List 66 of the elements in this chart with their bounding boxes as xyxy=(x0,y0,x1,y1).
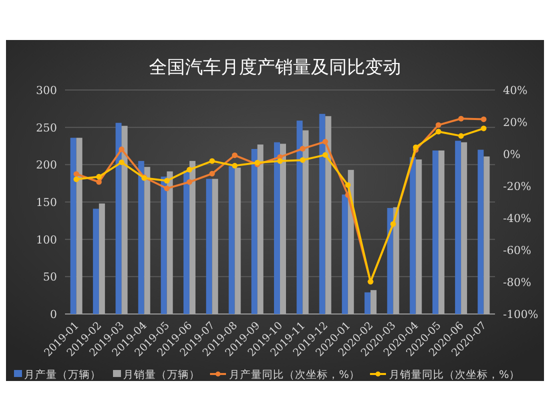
bar xyxy=(228,166,235,314)
point xyxy=(96,174,102,180)
y2-tick-label: -40% xyxy=(503,212,532,225)
bar xyxy=(206,178,212,314)
y2-tick-label: 0% xyxy=(503,148,520,161)
bar xyxy=(296,120,303,314)
bar xyxy=(138,160,144,314)
point xyxy=(412,144,419,150)
legend-label: 月销量同比（次坐标，%） xyxy=(388,368,520,381)
point xyxy=(186,166,192,172)
bar xyxy=(160,176,167,314)
y-tick-label: 250 xyxy=(36,121,57,134)
point xyxy=(232,162,238,168)
y-tick-label: 150 xyxy=(36,196,57,209)
bar xyxy=(319,114,326,314)
bar xyxy=(342,194,348,314)
bar xyxy=(274,142,280,314)
point xyxy=(74,171,80,177)
y-tick-label: 50 xyxy=(43,270,57,284)
y2-tick-label: -20% xyxy=(503,180,532,193)
bar xyxy=(455,140,462,314)
point xyxy=(186,179,192,185)
point xyxy=(480,116,486,122)
point xyxy=(74,176,80,182)
bar xyxy=(364,292,371,314)
y-tick-label: 200 xyxy=(36,158,57,172)
point xyxy=(436,128,442,134)
point xyxy=(480,126,486,132)
legend-label: 月销量（万辆） xyxy=(123,369,200,381)
y2-tick-label: -100% xyxy=(503,308,538,321)
point xyxy=(118,146,124,152)
bar xyxy=(183,170,190,314)
y2-tick-label: 40% xyxy=(503,84,528,97)
point xyxy=(232,152,238,158)
point xyxy=(209,158,215,164)
point xyxy=(118,160,124,166)
point xyxy=(300,146,306,152)
point xyxy=(458,116,464,122)
bar xyxy=(251,148,258,314)
y2-tick-label: 20% xyxy=(503,116,528,129)
point xyxy=(322,138,328,144)
y-tick-label: 100 xyxy=(36,233,57,246)
bar xyxy=(432,150,438,314)
point xyxy=(436,122,442,128)
y2-tick-label: -80% xyxy=(503,276,532,289)
point xyxy=(164,178,170,184)
legend-label: 月产量同比（次坐标，%） xyxy=(229,368,360,381)
bar xyxy=(478,150,484,314)
point xyxy=(209,170,215,176)
point xyxy=(458,133,464,139)
y2-tick-label: -60% xyxy=(503,244,532,257)
legend-label: 月产量（万辆） xyxy=(24,368,101,381)
y-tick-label: 300 xyxy=(36,84,57,97)
bar xyxy=(387,208,394,314)
bar xyxy=(70,138,76,314)
point xyxy=(96,179,102,185)
point xyxy=(345,182,351,188)
bar xyxy=(410,157,416,314)
point xyxy=(300,157,306,163)
point xyxy=(322,152,328,158)
chart-title: 全国汽车月度产销量及同比变动 xyxy=(149,57,401,78)
point xyxy=(164,186,170,192)
point xyxy=(277,158,283,164)
y-tick-label: 0 xyxy=(50,308,57,321)
bar xyxy=(116,122,122,314)
bar xyxy=(92,208,99,314)
